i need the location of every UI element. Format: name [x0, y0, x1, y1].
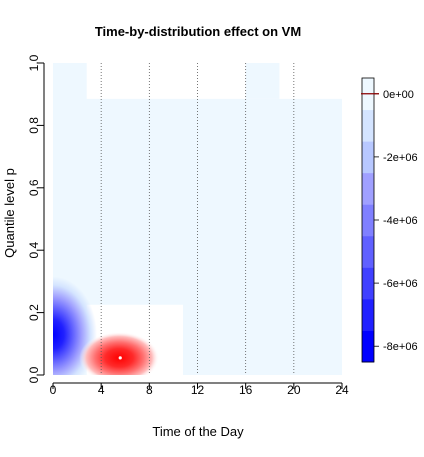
x-tick-label: 0: [50, 383, 57, 397]
colorbar-level-5: [362, 172, 374, 205]
colorbar-tick-label: 0e+00: [383, 89, 414, 101]
colorbar-tick-label: -6e+06: [383, 278, 418, 290]
colorbar-level-1: [362, 298, 374, 331]
y-tick-label: 0.8: [27, 117, 41, 134]
y-tick-label: 0.4: [27, 242, 41, 259]
chart-title: Time-by-distribution effect on VM: [95, 24, 301, 39]
colorbar-tick-label: -8e+06: [383, 341, 418, 353]
x-tick-label: 8: [146, 383, 153, 397]
negative-hotspot: [53, 276, 97, 375]
positive-hotspot: [79, 331, 160, 375]
y-axis: 0.0 0.2 0.4 0.6 0.8 1.0: [27, 54, 45, 383]
y-tick-label: 1.0: [27, 54, 41, 71]
x-tick-label: 16: [239, 383, 253, 397]
heat-region-2: [245, 63, 280, 99]
colorbar-level-4: [362, 204, 374, 237]
x-axis-label: Time of the Day: [152, 424, 244, 439]
y-tick-label: 0.0: [27, 366, 41, 383]
heat-region-1: [86, 63, 342, 99]
colorbar-level-7: [362, 109, 374, 142]
heatmap-area: [53, 63, 342, 375]
y-tick-label: 0.2: [27, 304, 41, 321]
y-axis-label: Quantile level p: [2, 168, 17, 258]
colorbar-level-2: [362, 267, 374, 300]
x-tick-label: 4: [98, 383, 105, 397]
x-tick-label: 12: [191, 383, 205, 397]
y-tick-label: 0.6: [27, 179, 41, 196]
colorbar-level-0: [362, 330, 374, 363]
hotspot-peak-marker: [118, 356, 122, 360]
colorbar: 0e+00 -2e+06 -4e+06 -6e+06 -8e+06: [361, 77, 418, 363]
time-gridlines: [100, 63, 295, 375]
x-tick-label: 20: [287, 383, 301, 397]
colorbar-level-3: [362, 235, 374, 268]
colorbar-tick-label: -2e+06: [383, 152, 418, 164]
x-tick-label: 24: [335, 383, 349, 397]
colorbar-tick-label: -4e+06: [383, 215, 418, 227]
x-axis: 0 4 8 12 16 20 24: [50, 382, 349, 397]
colorbar-level-6: [362, 141, 374, 174]
